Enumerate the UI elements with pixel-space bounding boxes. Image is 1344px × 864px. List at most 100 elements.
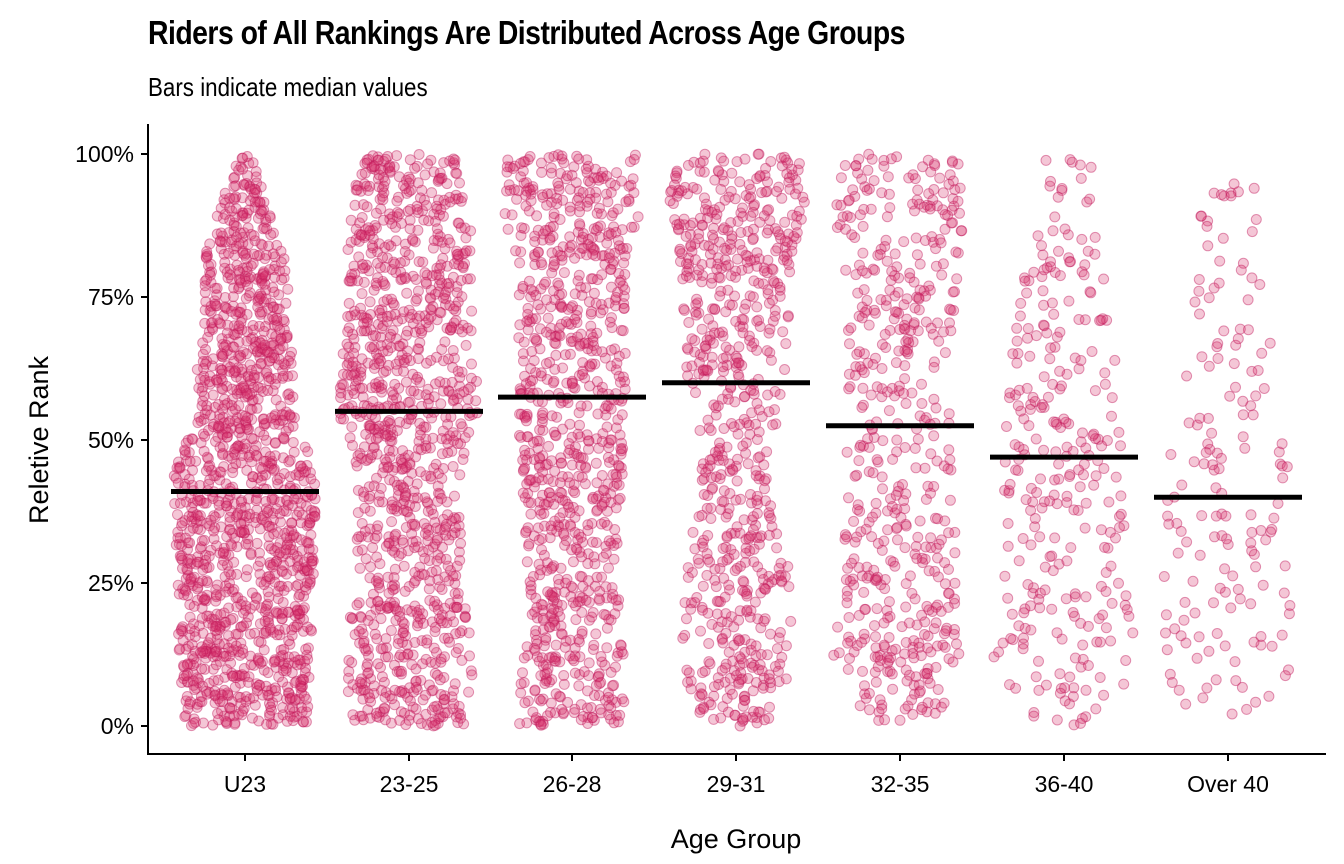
- data-point: [898, 236, 910, 248]
- data-point: [358, 637, 370, 649]
- data-point: [254, 523, 266, 535]
- data-point: [182, 434, 194, 446]
- data-point: [616, 468, 628, 480]
- data-point: [238, 382, 250, 394]
- data-point: [942, 463, 954, 475]
- data-point: [553, 280, 565, 292]
- data-point: [170, 472, 182, 484]
- data-point: [251, 537, 263, 549]
- data-point: [260, 603, 272, 615]
- data-point: [545, 697, 557, 709]
- data-point: [404, 204, 416, 215]
- data-point: [288, 529, 300, 541]
- data-point: [1047, 225, 1059, 237]
- data-point: [949, 184, 961, 196]
- data-point: [524, 576, 536, 588]
- data-point: [299, 565, 311, 577]
- data-point: [359, 502, 371, 514]
- data-point: [899, 542, 911, 554]
- data-point: [1229, 656, 1241, 668]
- data-point: [188, 618, 199, 630]
- data-point: [294, 460, 306, 472]
- data-point: [530, 289, 542, 301]
- data-point: [195, 647, 206, 659]
- data-point: [1103, 496, 1115, 508]
- data-point: [376, 323, 388, 334]
- data-point: [228, 217, 240, 229]
- data-point: [287, 565, 299, 577]
- data-point: [763, 406, 775, 418]
- data-point: [463, 627, 475, 639]
- data-point: [930, 617, 942, 629]
- data-point: [231, 412, 243, 424]
- data-point: [186, 639, 198, 651]
- data-point: [600, 609, 612, 621]
- data-point: [378, 702, 390, 714]
- data-point: [540, 224, 551, 236]
- data-point: [183, 579, 195, 590]
- data-point: [361, 201, 373, 213]
- data-point: [421, 634, 433, 646]
- data-point: [229, 717, 241, 729]
- data-point: [307, 568, 319, 580]
- data-point: [851, 531, 863, 543]
- data-point: [883, 405, 895, 417]
- data-point: [436, 344, 448, 355]
- data-point: [384, 474, 396, 486]
- data-point: [872, 538, 884, 549]
- data-point: [452, 365, 464, 377]
- data-point: [443, 281, 455, 293]
- data-point: [602, 451, 614, 463]
- data-point: [302, 621, 313, 633]
- data-point: [236, 192, 248, 204]
- data-point: [1120, 590, 1132, 602]
- data-point: [1079, 522, 1091, 534]
- data-point: [210, 584, 222, 596]
- data-point: [514, 158, 526, 169]
- data-point: [278, 559, 289, 571]
- data-point: [209, 282, 221, 294]
- data-point: [751, 247, 763, 259]
- data-point: [730, 670, 742, 681]
- data-point: [287, 370, 298, 382]
- data-point: [309, 505, 320, 517]
- data-point: [1181, 370, 1193, 382]
- data-point: [197, 395, 209, 407]
- data-point: [283, 388, 295, 400]
- data-point: [692, 553, 704, 565]
- data-point: [835, 172, 847, 184]
- data-point: [466, 305, 478, 317]
- data-point: [543, 440, 554, 452]
- data-point: [234, 423, 246, 435]
- data-point: [280, 548, 292, 560]
- data-point: [199, 304, 211, 316]
- data-point: [916, 378, 927, 390]
- data-point: [280, 297, 292, 309]
- data-point: [281, 332, 292, 344]
- data-point: [869, 620, 880, 632]
- data-point: [300, 536, 312, 548]
- data-point: [925, 322, 937, 334]
- data-point: [582, 718, 594, 729]
- data-point: [209, 643, 221, 655]
- data-point: [206, 317, 218, 329]
- data-point: [1095, 524, 1107, 536]
- data-point: [220, 650, 232, 662]
- data-point: [199, 287, 211, 298]
- data-point: [520, 525, 532, 537]
- data-point: [533, 534, 545, 546]
- data-point: [237, 443, 249, 455]
- data-point: [540, 326, 552, 338]
- data-point: [181, 563, 193, 575]
- data-point: [266, 521, 278, 533]
- data-point: [236, 152, 248, 164]
- data-point: [682, 159, 694, 171]
- data-point: [298, 674, 310, 686]
- data-point: [298, 613, 309, 625]
- data-point: [275, 245, 287, 257]
- data-point: [261, 223, 273, 235]
- data-point: [248, 230, 260, 242]
- data-point: [773, 632, 785, 644]
- data-point: [271, 303, 283, 315]
- data-point: [252, 212, 264, 224]
